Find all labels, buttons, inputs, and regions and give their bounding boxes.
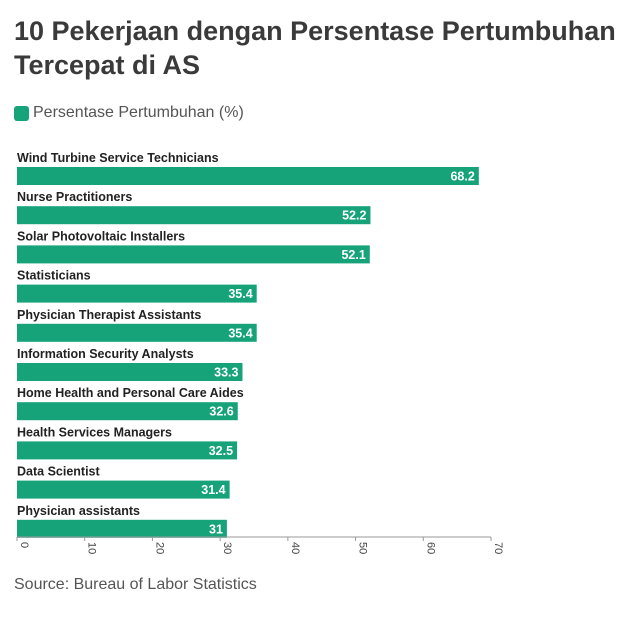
x-tick-label: 20 bbox=[153, 542, 165, 554]
bar bbox=[17, 480, 230, 499]
bar bbox=[17, 167, 479, 185]
x-tick-label: 60 bbox=[424, 542, 436, 554]
value-label: 35.4 bbox=[228, 326, 252, 340]
legend-swatch bbox=[14, 105, 29, 121]
category-label: Data Scientist bbox=[17, 465, 101, 479]
x-tick-label: 40 bbox=[289, 542, 301, 554]
legend-label: Persentase Pertumbuhan (%) bbox=[33, 104, 244, 121]
x-tick-label: 70 bbox=[492, 542, 504, 554]
category-label: Health Services Managers bbox=[17, 425, 172, 439]
value-label: 32.5 bbox=[209, 444, 233, 458]
category-label: Home Health and Personal Care Aides bbox=[17, 386, 244, 400]
bar bbox=[17, 441, 238, 460]
bar bbox=[17, 206, 371, 225]
category-label: Nurse Practitioners bbox=[17, 190, 132, 204]
source-note: Source: Bureau of Labor Statistics bbox=[14, 576, 257, 593]
legend: Persentase Pertumbuhan (%) bbox=[14, 104, 244, 122]
category-label: Solar Photovoltaic Installers bbox=[17, 229, 185, 243]
chart-title: 10 Pekerjaan dengan Persentase Pertumbuh… bbox=[14, 16, 616, 80]
value-label: 68.2 bbox=[450, 170, 474, 184]
x-tick-label: 30 bbox=[221, 542, 233, 554]
bar bbox=[17, 323, 257, 342]
value-label: 31 bbox=[209, 522, 223, 536]
category-label: Physician Therapist Assistants bbox=[17, 308, 201, 322]
category-label: Information Security Analysts bbox=[17, 347, 194, 361]
value-label: 52.1 bbox=[341, 248, 365, 262]
category-label: Wind Turbine Service Technicians bbox=[17, 151, 219, 165]
value-label: 33.3 bbox=[214, 366, 238, 380]
bar bbox=[17, 284, 257, 303]
value-label: 32.6 bbox=[209, 405, 233, 419]
x-tick-label: 0 bbox=[18, 542, 30, 548]
x-tick-label: 10 bbox=[86, 542, 98, 554]
value-label: 35.4 bbox=[228, 287, 252, 301]
bar bbox=[17, 519, 227, 538]
bar bbox=[17, 402, 238, 421]
category-label: Physician assistants bbox=[17, 504, 140, 518]
value-label: 31.4 bbox=[201, 483, 225, 497]
x-tick-label: 50 bbox=[357, 542, 369, 554]
bar bbox=[17, 245, 370, 264]
bar bbox=[17, 363, 243, 381]
category-label: Statisticians bbox=[17, 269, 91, 283]
value-label: 52.2 bbox=[342, 209, 366, 223]
